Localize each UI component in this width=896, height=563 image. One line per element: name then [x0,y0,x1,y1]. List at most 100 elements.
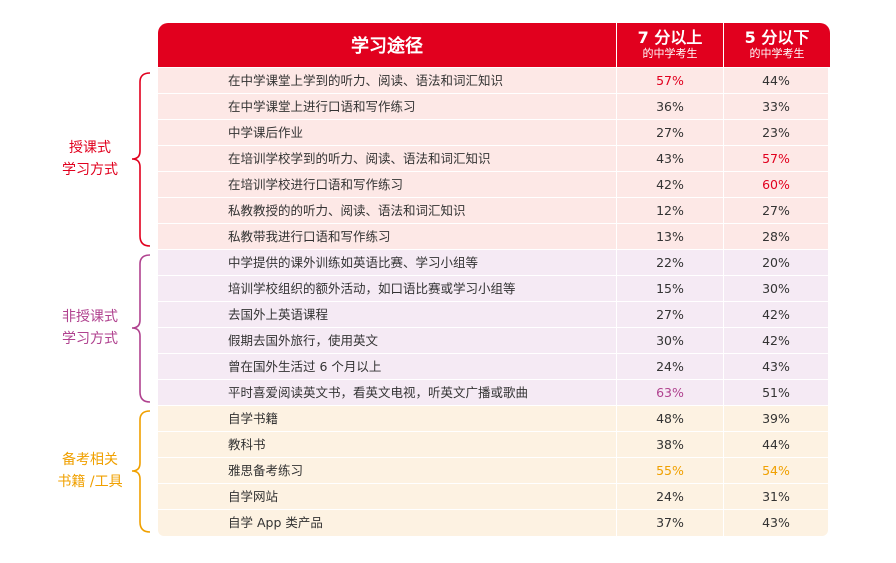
column-divider [616,432,617,458]
table-row: 平时喜爱阅读英文书，看英文电视，听英文广播或歌曲 63% 51% [158,380,828,406]
column-divider [616,94,617,120]
group-brace [131,410,151,533]
row-divider [158,431,828,432]
row-label: 假期去国外旅行，使用英文 [228,333,379,348]
row-label: 自学网站 [228,489,279,504]
group-label-line: 授课式 [69,140,111,156]
row-divider [158,145,828,146]
value-score-below-5: 23% [762,125,790,140]
table-row: 去国外上英语课程 27% 42% [158,302,828,328]
column-divider [616,250,617,276]
value-score-below-5: 54% [762,463,790,478]
column-divider [723,94,724,120]
group-brace-path [131,72,151,247]
group-label-line: 学习方式 [62,162,118,178]
row-label: 在中学课堂上进行口语和写作练习 [228,99,416,114]
row-label: 自学书籍 [228,411,279,426]
header-learning-path: 学习途径 [158,23,616,67]
row-divider [158,197,828,198]
column-divider [723,68,724,94]
column-divider [723,458,724,484]
column-divider [723,198,724,224]
row-divider [158,223,828,224]
table-row: 教科书 38% 44% [158,432,828,458]
table-row: 私教带我进行口语和写作练习 13% 28% [158,224,828,250]
table-row: 私教教授的的听力、阅读、语法和词汇知识 12% 27% [158,198,828,224]
column-divider [616,380,617,406]
value-score-below-5: 42% [762,307,790,322]
table-row: 在培训学校学到的听力、阅读、语法和词汇知识 43% 57% [158,146,828,172]
value-score-above-7: 55% [656,463,684,478]
value-score-above-7: 24% [656,489,684,504]
header-col1-subtitle: 的中学考生 [642,47,698,60]
group-label-line: 书籍 /工具 [57,474,123,490]
group-label-line: 学习方式 [62,331,118,347]
value-score-above-7: 27% [656,307,684,322]
column-divider [723,224,724,250]
value-score-below-5: 43% [762,515,790,530]
column-divider [723,406,724,432]
value-score-above-7: 57% [656,73,684,88]
value-score-below-5: 28% [762,229,790,244]
value-score-above-7: 48% [656,411,684,426]
value-score-above-7: 13% [656,229,684,244]
group-label-line: 备考相关 [62,452,118,468]
table-row: 自学书籍 48% 39% [158,406,828,432]
column-divider [616,224,617,250]
row-divider [158,483,828,484]
value-score-above-7: 27% [656,125,684,140]
row-label: 在培训学校进行口语和写作练习 [228,177,404,192]
value-score-below-5: 44% [762,73,790,88]
column-divider [723,380,724,406]
column-divider [616,276,617,302]
column-divider [616,458,617,484]
value-score-above-7: 30% [656,333,684,348]
value-score-below-5: 20% [762,255,790,270]
value-score-below-5: 60% [762,177,790,192]
column-divider [723,432,724,458]
row-label: 培训学校组织的额外活动，如口语比赛或学习小组等 [228,281,516,296]
column-divider [723,120,724,146]
row-divider [158,275,828,276]
value-score-below-5: 31% [762,489,790,504]
value-score-above-7: 36% [656,99,684,114]
column-divider [616,510,617,536]
table-row: 在培训学校进行口语和写作练习 42% 60% [158,172,828,198]
row-divider [158,457,828,458]
row-divider [158,509,828,510]
row-divider [158,405,828,406]
table-row: 在中学课堂上进行口语和写作练习 36% 33% [158,94,828,120]
row-divider [158,93,828,94]
column-divider [723,250,724,276]
table-row: 曾在国外生活过 6 个月以上 24% 43% [158,354,828,380]
value-score-above-7: 38% [656,437,684,452]
column-divider [616,406,617,432]
value-score-above-7: 15% [656,281,684,296]
row-label: 自学 App 类产品 [228,515,323,530]
column-divider [723,276,724,302]
column-divider [723,510,724,536]
row-divider [158,119,828,120]
group-label-line: 非授课式 [62,309,118,325]
row-divider [158,171,828,172]
group-brace [131,254,151,403]
row-label: 去国外上英语课程 [228,307,329,322]
column-divider [723,172,724,198]
value-score-below-5: 27% [762,203,790,218]
row-label: 中学提供的课外训练如英语比赛、学习小组等 [228,255,479,270]
header-score-above-7: 7 分以上 的中学考生 [617,23,723,67]
column-divider [616,354,617,380]
row-label: 雅思备考练习 [228,463,304,478]
group-label: 非授课式 学习方式 [40,306,140,350]
column-divider [723,146,724,172]
value-score-below-5: 43% [762,359,790,374]
column-divider [616,302,617,328]
row-label: 曾在国外生活过 6 个月以上 [228,359,382,374]
value-score-above-7: 43% [656,151,684,166]
table-row: 中学提供的课外训练如英语比赛、学习小组等 22% 20% [158,250,828,276]
column-divider [616,172,617,198]
value-score-above-7: 12% [656,203,684,218]
group-label: 备考相关书籍 /工具 [40,449,140,493]
table-row: 中学课后作业 27% 23% [158,120,828,146]
column-divider [616,146,617,172]
